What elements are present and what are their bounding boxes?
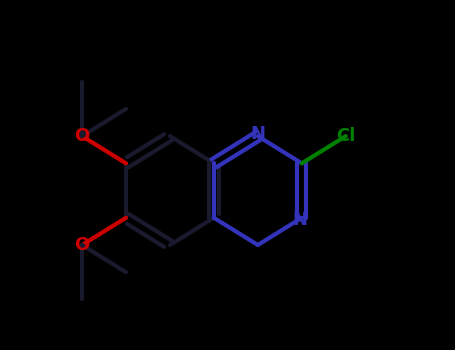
Text: O: O [75, 236, 90, 254]
Text: N: N [292, 211, 307, 229]
Text: N: N [250, 125, 265, 143]
Text: O: O [75, 127, 90, 145]
Text: Cl: Cl [336, 127, 355, 145]
